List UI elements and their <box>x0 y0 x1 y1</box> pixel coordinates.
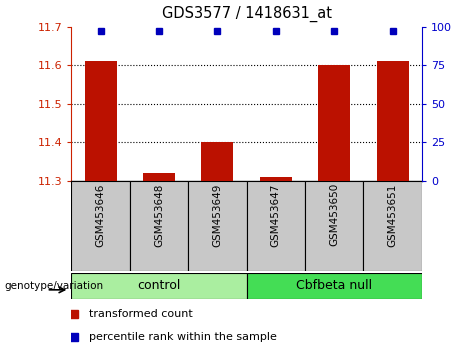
Text: control: control <box>137 279 181 292</box>
Bar <box>247 273 422 299</box>
Text: GSM453650: GSM453650 <box>329 183 339 246</box>
Bar <box>305 181 363 271</box>
Text: GSM453648: GSM453648 <box>154 183 164 247</box>
Text: GSM453651: GSM453651 <box>388 183 398 247</box>
Bar <box>143 173 175 181</box>
Bar <box>260 177 292 181</box>
Text: Cbfbeta null: Cbfbeta null <box>296 279 372 292</box>
Bar <box>377 61 408 181</box>
Text: percentile rank within the sample: percentile rank within the sample <box>89 332 277 342</box>
Bar <box>84 61 117 181</box>
Bar <box>318 65 350 181</box>
Text: GSM453647: GSM453647 <box>271 183 281 247</box>
Bar <box>201 142 233 181</box>
Text: GSM453649: GSM453649 <box>213 183 223 247</box>
Bar <box>71 273 247 299</box>
Text: GSM453646: GSM453646 <box>95 183 106 247</box>
Bar <box>71 181 130 271</box>
Bar <box>247 181 305 271</box>
Title: GDS3577 / 1418631_at: GDS3577 / 1418631_at <box>162 6 331 22</box>
Bar <box>130 181 188 271</box>
Bar <box>363 181 422 271</box>
Text: transformed count: transformed count <box>89 309 193 319</box>
Text: genotype/variation: genotype/variation <box>5 281 104 291</box>
Bar <box>188 181 247 271</box>
